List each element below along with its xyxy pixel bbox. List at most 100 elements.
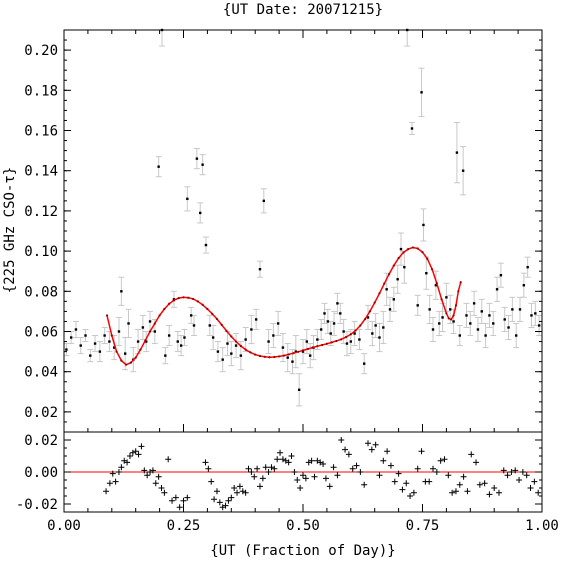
- data-point: [157, 165, 160, 168]
- data-point: [461, 169, 465, 172]
- data-point: [103, 334, 106, 337]
- y-tick-label: -0.02: [16, 497, 58, 513]
- data-point: [69, 336, 73, 339]
- fit-point: [306, 347, 309, 351]
- residual-point: [132, 448, 139, 455]
- data-point: [230, 352, 233, 355]
- residual-point: [320, 461, 327, 467]
- data-point: [530, 314, 533, 317]
- residual-point: [433, 469, 440, 475]
- residual-point: [135, 451, 142, 458]
- x-tick-label: 0.75: [406, 518, 440, 534]
- y-tick-label: 0.06: [24, 325, 58, 341]
- data-point: [495, 288, 499, 291]
- residual-point: [376, 472, 383, 479]
- data-point: [120, 290, 123, 293]
- residual-point: [495, 489, 502, 496]
- data-point: [537, 324, 541, 327]
- data-point: [195, 157, 199, 160]
- residual-point: [155, 473, 162, 480]
- data-point: [452, 320, 455, 323]
- data-point: [422, 223, 425, 227]
- y-tick-label: 0.00: [24, 465, 58, 481]
- residual-point: [180, 497, 187, 504]
- data-point: [164, 354, 167, 357]
- data-point: [399, 247, 403, 251]
- data-point: [469, 322, 472, 325]
- data-point: [112, 346, 116, 349]
- data-point: [199, 211, 202, 215]
- residual-point: [288, 453, 295, 459]
- fit-point: [335, 339, 338, 343]
- fit-point: [325, 342, 328, 345]
- fit-point: [211, 312, 214, 315]
- data-point: [518, 308, 522, 311]
- residual-point: [274, 456, 281, 463]
- fit-point: [287, 353, 290, 356]
- residual-point: [268, 464, 275, 471]
- data-point: [378, 336, 381, 339]
- residual-point: [418, 448, 425, 455]
- data-point: [326, 320, 330, 323]
- residual-point: [231, 485, 238, 491]
- data-point: [449, 308, 452, 311]
- fit-point: [196, 300, 199, 303]
- data-point: [416, 304, 419, 307]
- fit-point: [239, 344, 242, 348]
- data-point: [371, 332, 374, 335]
- data-point: [65, 348, 68, 351]
- fit-point: [139, 348, 142, 351]
- data-point: [108, 340, 111, 343]
- residual-point: [144, 472, 151, 479]
- residual-point: [403, 480, 410, 487]
- fit-point: [349, 333, 352, 336]
- residual-point: [456, 481, 463, 488]
- data-point: [239, 354, 243, 357]
- data-point: [176, 340, 179, 343]
- y-tick-label: 0.14: [24, 164, 58, 180]
- residual-point: [248, 469, 255, 475]
- residual-point: [441, 456, 448, 463]
- data-point: [526, 265, 529, 269]
- residual-point: [368, 446, 375, 453]
- fit-point: [368, 310, 372, 313]
- residual-point: [138, 443, 145, 450]
- residual-point: [302, 475, 309, 482]
- fit-point: [282, 354, 285, 357]
- data-point: [117, 330, 121, 333]
- fit-point: [263, 355, 266, 358]
- data-point: [145, 340, 148, 343]
- data-point: [366, 316, 370, 319]
- residual-point: [384, 448, 391, 455]
- fit-point: [191, 297, 195, 301]
- fit-point: [311, 346, 314, 349]
- residual-point: [208, 478, 215, 485]
- fit-point: [244, 348, 247, 351]
- residual-point: [124, 459, 131, 466]
- y-tick-label: 0.20: [24, 43, 58, 59]
- y-axis-title: {225 GHz CSO-τ}: [2, 167, 18, 293]
- residual-point: [512, 467, 519, 474]
- fit-point: [206, 307, 209, 311]
- fit-point: [330, 341, 333, 344]
- residual-point: [334, 472, 341, 479]
- residual-point: [464, 488, 471, 495]
- data-point: [305, 340, 309, 343]
- fit-point: [158, 314, 161, 317]
- residual-point: [349, 465, 356, 472]
- residual-point: [535, 489, 542, 496]
- residual-point: [256, 483, 263, 490]
- data-point: [488, 314, 491, 317]
- x-tick-label: 1.00: [525, 518, 559, 534]
- y-tick-label: 0.12: [24, 204, 58, 220]
- residual-point: [476, 481, 483, 488]
- y-tick-label: 0.10: [24, 244, 58, 260]
- residual-point: [330, 464, 337, 471]
- residual-point: [126, 453, 133, 459]
- residual-point: [486, 491, 493, 498]
- data-point: [267, 340, 270, 343]
- residual-point: [152, 480, 159, 487]
- fit-point: [163, 307, 166, 311]
- residual-point: [228, 494, 235, 501]
